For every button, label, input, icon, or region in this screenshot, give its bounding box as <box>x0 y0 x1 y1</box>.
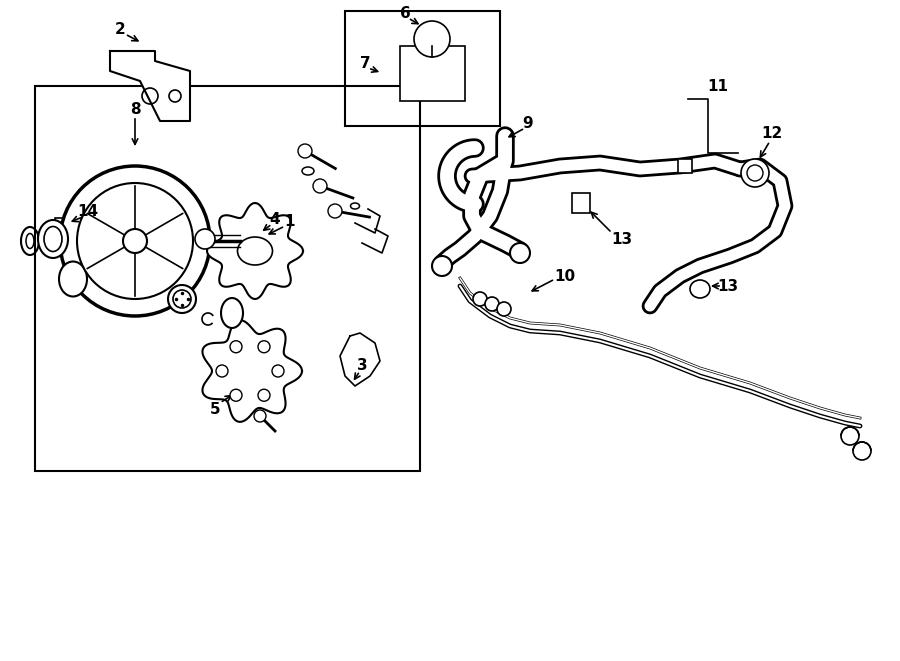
Circle shape <box>123 229 147 253</box>
Text: 2: 2 <box>114 22 125 36</box>
Text: 10: 10 <box>554 268 576 284</box>
Bar <box>572 193 590 213</box>
Ellipse shape <box>168 285 196 313</box>
Text: 7: 7 <box>360 56 370 71</box>
Text: 13: 13 <box>717 278 739 293</box>
Polygon shape <box>207 203 303 299</box>
Circle shape <box>510 243 530 263</box>
Circle shape <box>230 341 242 353</box>
Circle shape <box>195 229 215 249</box>
Circle shape <box>60 166 210 316</box>
Ellipse shape <box>38 220 68 258</box>
Circle shape <box>432 256 452 276</box>
Circle shape <box>272 365 284 377</box>
Text: 11: 11 <box>707 79 728 93</box>
Ellipse shape <box>221 298 243 328</box>
Polygon shape <box>340 333 380 386</box>
Circle shape <box>77 183 193 299</box>
Ellipse shape <box>690 280 710 298</box>
Circle shape <box>298 144 312 158</box>
Text: 12: 12 <box>761 126 783 141</box>
Text: 8: 8 <box>130 102 140 116</box>
Polygon shape <box>202 320 302 422</box>
Circle shape <box>414 21 450 57</box>
Bar <box>35 86 420 471</box>
Circle shape <box>485 297 499 311</box>
Circle shape <box>258 389 270 401</box>
Circle shape <box>853 442 871 460</box>
Text: 4: 4 <box>270 212 280 227</box>
Circle shape <box>328 204 342 218</box>
Text: 6: 6 <box>400 5 410 20</box>
Circle shape <box>216 365 228 377</box>
Circle shape <box>254 410 266 422</box>
Text: 1: 1 <box>284 214 295 229</box>
Bar <box>678 159 692 173</box>
Text: 5: 5 <box>210 401 220 416</box>
Circle shape <box>473 292 487 306</box>
Bar <box>83 221 93 231</box>
Circle shape <box>497 302 511 316</box>
Text: 3: 3 <box>356 358 367 373</box>
Bar <box>345 11 500 126</box>
Text: 9: 9 <box>523 116 534 130</box>
Bar <box>400 46 465 101</box>
Circle shape <box>313 179 327 193</box>
Circle shape <box>258 341 270 353</box>
Circle shape <box>841 427 859 445</box>
Text: 14: 14 <box>77 204 99 219</box>
Bar <box>55 218 83 234</box>
Ellipse shape <box>59 262 87 297</box>
Circle shape <box>741 159 769 187</box>
Circle shape <box>230 389 242 401</box>
Text: 13: 13 <box>611 231 633 247</box>
Polygon shape <box>110 51 190 121</box>
